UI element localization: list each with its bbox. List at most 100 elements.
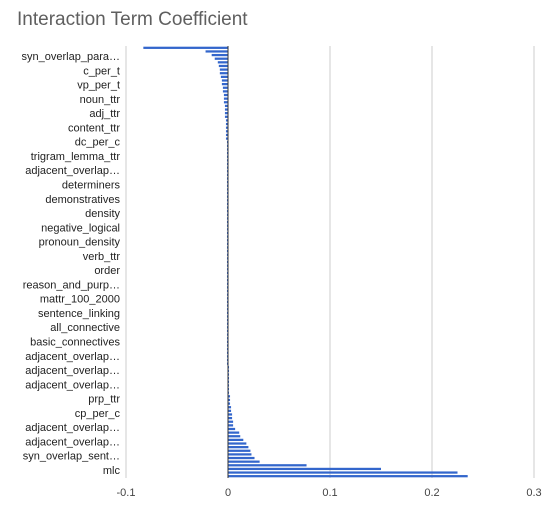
bar [226, 308, 228, 311]
bar [226, 210, 228, 213]
bar [228, 438, 244, 442]
bar [226, 141, 228, 144]
bar [226, 268, 228, 271]
bar [228, 377, 230, 380]
bar [226, 162, 228, 166]
bar [225, 122, 228, 126]
bar [226, 337, 228, 340]
x-tick-label: 0.2 [424, 487, 439, 499]
bar [226, 181, 228, 184]
bar [226, 326, 228, 329]
bar [226, 333, 228, 336]
bar [226, 159, 228, 162]
bar [226, 220, 228, 224]
bar [226, 344, 228, 347]
bar [223, 97, 228, 100]
bar [226, 217, 228, 220]
y-tick-label: mattr_100_2000 [40, 294, 120, 306]
bar [228, 442, 247, 445]
y-tick-label: trigram_lemma_ttr [31, 151, 121, 163]
y-tick-label: c_per_t [83, 65, 120, 77]
y-tick-label: syn_overlap_para… [22, 51, 120, 63]
y-tick-label: cp_per_c [75, 408, 121, 420]
y-tick-label: basic_connectives [30, 337, 120, 349]
bar [222, 90, 228, 93]
bar [228, 391, 230, 394]
bar [225, 133, 228, 137]
bar [226, 166, 228, 169]
bar [143, 46, 228, 49]
bar [226, 257, 228, 260]
y-tick-label: dc_per_c [75, 137, 121, 149]
bar [226, 202, 228, 206]
bar [226, 311, 228, 314]
bar [228, 413, 233, 416]
bar [226, 260, 228, 264]
y-tick-label: adj_ttr [89, 108, 120, 120]
y-tick-label: vp_per_t [77, 80, 120, 92]
bar [226, 264, 228, 267]
bar [228, 427, 236, 431]
y-tick-label: content_ttr [68, 122, 120, 134]
bar [221, 82, 228, 86]
bar [228, 416, 233, 420]
bar [226, 318, 228, 322]
bar [228, 395, 231, 398]
bar [228, 464, 307, 467]
bar [225, 137, 228, 140]
bar [226, 173, 228, 176]
bar [228, 366, 230, 369]
bar [228, 398, 231, 402]
bar-layer [143, 46, 468, 478]
bar [219, 72, 228, 75]
bar [226, 297, 228, 300]
bar [226, 206, 228, 209]
y-tick-label: reason_and_purp… [23, 279, 120, 291]
bar [225, 130, 228, 133]
bar [228, 369, 230, 373]
y-tick-label: demonstratives [45, 194, 120, 206]
bar [224, 104, 228, 108]
bar [228, 406, 232, 409]
bar [228, 449, 251, 452]
bar [226, 148, 228, 151]
y-tick-label: adjacent_overlap… [25, 365, 120, 377]
bar [226, 275, 228, 278]
bar [228, 456, 255, 460]
bar [226, 228, 228, 231]
bar [221, 79, 228, 82]
bar [205, 50, 228, 53]
bar [228, 373, 230, 376]
bar [226, 351, 228, 354]
bar [224, 115, 228, 118]
bar [228, 384, 230, 387]
y-tick-label: determiners [62, 179, 121, 191]
bar [226, 188, 228, 191]
bar [226, 355, 228, 358]
bar [226, 329, 228, 333]
bar [226, 289, 228, 293]
bar [226, 322, 228, 325]
bar [226, 304, 228, 307]
bar [228, 467, 381, 471]
bar [223, 101, 228, 104]
x-tick-label: -0.1 [117, 487, 136, 499]
bar [219, 68, 228, 71]
y-tick-label: prp_ttr [88, 394, 120, 406]
bar [226, 362, 228, 365]
x-tick-label: 0.3 [526, 487, 541, 499]
bar [226, 191, 228, 195]
y-tick-label: negative_logical [41, 222, 120, 234]
bar [226, 242, 228, 245]
bar [228, 435, 241, 438]
bar [226, 282, 228, 285]
bar [228, 475, 468, 478]
bar [226, 224, 228, 227]
bar [226, 170, 228, 173]
bar [226, 155, 228, 158]
bar [226, 340, 228, 343]
y-tick-label: adjacent_overlap… [25, 165, 120, 177]
y-tick-label: mlc [103, 465, 121, 477]
bar [217, 61, 228, 64]
